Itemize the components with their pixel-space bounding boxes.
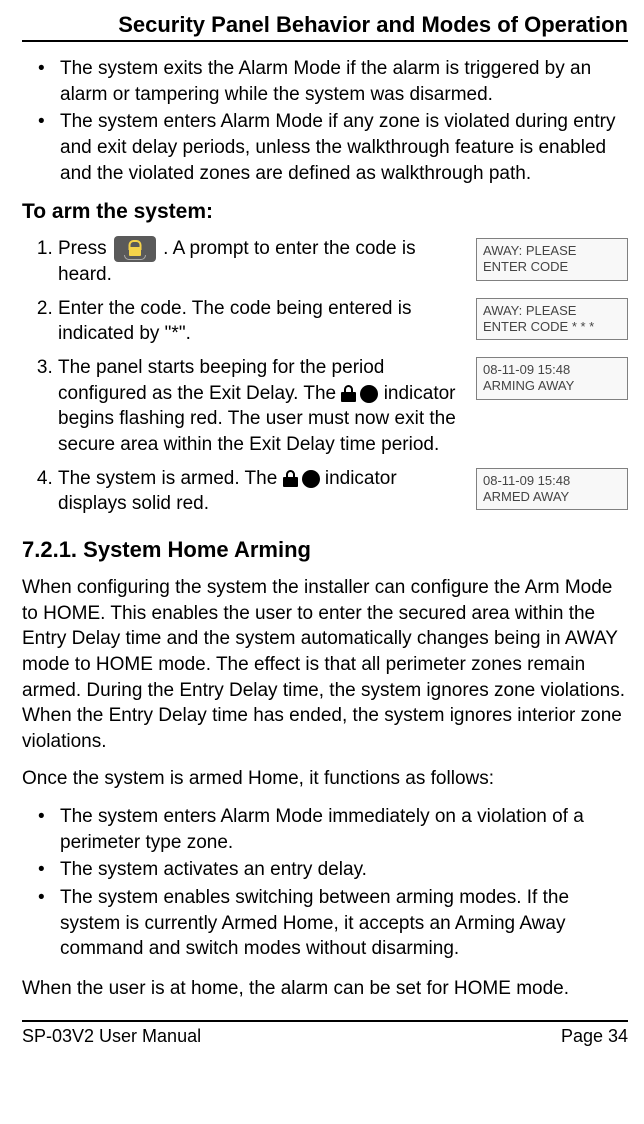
bullet-item: The system enters Alarm Mode immediately… bbox=[60, 804, 628, 855]
step-text-pre: Press bbox=[58, 238, 112, 259]
section-heading: 7.2.1. System Home Arming bbox=[22, 537, 628, 563]
bullet-item: The system exits the Alarm Mode if the a… bbox=[60, 56, 628, 107]
step-text-pre: The panel starts beeping for the period … bbox=[58, 357, 384, 404]
footer-right: Page 34 bbox=[561, 1026, 628, 1047]
step-item: The system is armed. The indicator displ… bbox=[58, 466, 628, 517]
top-bullet-list: The system exits the Alarm Mode if the a… bbox=[22, 56, 628, 186]
step-item: Enter the code. The code being entered i… bbox=[58, 296, 628, 347]
body-paragraph: When configuring the system the installe… bbox=[22, 575, 628, 754]
body-paragraph: Once the system is armed Home, it functi… bbox=[22, 766, 628, 792]
arm-steps-list: Press . A prompt to enter the code is he… bbox=[22, 236, 628, 517]
footer-left: SP-03V2 User Manual bbox=[22, 1026, 201, 1047]
body-paragraph: When the user is at home, the alarm can … bbox=[22, 976, 628, 1002]
step-text-pre: The system is armed. The bbox=[58, 468, 283, 489]
page-footer: SP-03V2 User Manual Page 34 bbox=[22, 1020, 628, 1047]
lcd-display: 08-11-09 15:48 ARMING AWAY bbox=[476, 357, 628, 400]
arm-heading: To arm the system: bbox=[22, 200, 628, 224]
bullet-item: The system activates an entry delay. bbox=[60, 857, 628, 883]
lock-record-indicator-icon bbox=[341, 385, 378, 403]
step-item: The panel starts beeping for the period … bbox=[58, 355, 628, 458]
lcd-display: AWAY: PLEASE ENTER CODE bbox=[476, 238, 628, 281]
step-text: Enter the code. The code being entered i… bbox=[58, 296, 468, 347]
bullet-item: The system enters Alarm Mode if any zone… bbox=[60, 109, 628, 186]
lock-record-indicator-icon bbox=[283, 470, 320, 488]
lcd-display: AWAY: PLEASE ENTER CODE * * * bbox=[476, 298, 628, 341]
home-bullet-list: The system enters Alarm Mode immediately… bbox=[22, 804, 628, 962]
arm-key-icon bbox=[114, 236, 156, 262]
lcd-display: 08-11-09 15:48 ARMED AWAY bbox=[476, 468, 628, 511]
bullet-item: The system enables switching between arm… bbox=[60, 885, 628, 962]
step-item: Press . A prompt to enter the code is he… bbox=[58, 236, 628, 288]
page-header: Security Panel Behavior and Modes of Ope… bbox=[22, 12, 628, 42]
